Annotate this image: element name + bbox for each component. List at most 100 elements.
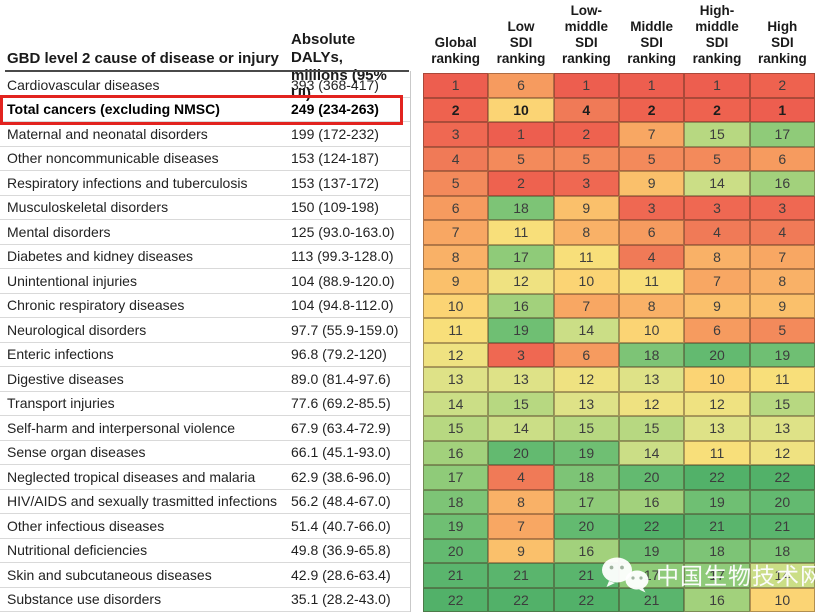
cause-label: Other noncommunicable diseases: [7, 150, 219, 167]
rank-cell: 5: [619, 146, 685, 171]
table-row: Other infectious diseases 51.4 (40.7-66.0…: [0, 514, 410, 539]
rank-cell: 22: [749, 465, 815, 490]
rank-cell: 1: [749, 97, 815, 122]
table-row: Maternal and neonatal disorders 199 (172-…: [0, 122, 410, 147]
rank-cell: 19: [619, 538, 685, 563]
rank-cell: 10: [684, 367, 750, 392]
cause-label: Digestive diseases: [7, 370, 124, 387]
rank-cell: 16: [553, 538, 619, 563]
ranking-header: High- middle SDI ranking: [692, 3, 742, 66]
rank-cell: 12: [553, 367, 619, 392]
dalys-value: 42.9 (28.6-63.4): [291, 566, 391, 583]
rank-cell: 12: [619, 391, 685, 416]
rank-cell: 2: [749, 73, 815, 98]
rank-cell: 16: [749, 171, 815, 196]
rank-cell: 17: [684, 563, 750, 588]
rank-cell: 2: [619, 97, 685, 122]
rank-cell: 11: [749, 367, 815, 392]
rank-cell: 16: [684, 587, 750, 612]
rank-cell: 1: [488, 122, 554, 147]
rank-cell: 15: [488, 391, 554, 416]
rank-cell: 22: [619, 514, 685, 539]
cause-label: Maternal and neonatal disorders: [7, 125, 208, 142]
rank-cell: 14: [684, 171, 750, 196]
rank-cell: 21: [749, 514, 815, 539]
rank-cell: 18: [553, 465, 619, 490]
table-row: Neurological disorders 97.7 (55.9-159.0): [0, 318, 410, 343]
dalys-value: 150 (109-198): [291, 199, 379, 216]
rank-cell: 14: [619, 440, 685, 465]
cause-label: Enteric infections: [7, 346, 114, 363]
rank-cell: 15: [619, 416, 685, 441]
rank-cell: 15: [749, 391, 815, 416]
rank-cell: 8: [488, 489, 554, 514]
table-row: Other noncommunicable diseases 153 (124-1…: [0, 147, 410, 171]
header-divider: [5, 70, 409, 72]
rank-cell: 9: [619, 171, 685, 196]
table-row: Mental disorders 125 (93.0-163.0): [0, 220, 410, 245]
table-row: Neglected tropical diseases and malaria 6…: [0, 465, 410, 490]
table-row: Self-harm and interpersonal violence 67.9…: [0, 416, 410, 441]
rank-cell: 10: [423, 293, 489, 318]
cause-label: Musculoskeletal disorders: [7, 199, 169, 216]
rank-cell: 9: [488, 538, 554, 563]
rank-cell: 11: [423, 318, 489, 343]
rank-cell: 8: [423, 244, 489, 269]
rank-cell: 11: [619, 269, 685, 294]
table-row: HIV/AIDS and sexually trasmitted infecti…: [0, 490, 410, 514]
table-row: Substance use disorders 35.1 (28.2-43.0): [0, 588, 410, 612]
rank-cell: 8: [684, 244, 750, 269]
table-row: Diabetes and kidney diseases 113 (99.3-12…: [0, 245, 410, 269]
rank-cell: 6: [553, 342, 619, 367]
rank-cell: 13: [423, 367, 489, 392]
dalys-value: 89.0 (81.4-97.6): [291, 370, 391, 387]
rank-cell: 13: [488, 367, 554, 392]
rank-cell: 18: [619, 342, 685, 367]
dalys-value: 393 (368-417): [291, 76, 379, 93]
rank-cell: 13: [619, 367, 685, 392]
rank-cell: 3: [749, 195, 815, 220]
rank-cell: 19: [423, 514, 489, 539]
dalys-value: 153 (124-187): [291, 150, 379, 167]
rank-cell: 16: [488, 293, 554, 318]
rank-cell: 21: [488, 563, 554, 588]
rank-cell: 4: [749, 220, 815, 245]
table-row: Musculoskeletal disorders 150 (109-198): [0, 196, 410, 220]
dalys-value: 125 (93.0-163.0): [291, 223, 395, 240]
ranking-header: Middle SDI ranking: [627, 19, 677, 66]
rank-cell: 2: [553, 122, 619, 147]
table-row: Digestive diseases 89.0 (81.4-97.6): [0, 367, 410, 392]
rank-cell: 5: [684, 146, 750, 171]
dalys-value: 153 (137-172): [291, 174, 379, 191]
table-row: Sense organ diseases 66.1 (45.1-93.0): [0, 441, 410, 465]
dalys-value: 67.9 (63.4-72.9): [291, 419, 391, 436]
cause-label: Neurological disorders: [7, 321, 147, 338]
dalys-value: 66.1 (45.1-93.0): [291, 444, 391, 461]
rank-cell: 3: [553, 171, 619, 196]
rank-cell: 13: [749, 416, 815, 441]
dalys-value: 77.6 (69.2-85.5): [291, 395, 391, 412]
rank-cell: 16: [423, 440, 489, 465]
rank-cell: 17: [749, 122, 815, 147]
cause-label: Total cancers (excluding NMSC): [7, 101, 220, 118]
rank-cell: 18: [488, 195, 554, 220]
rank-cell: 19: [684, 489, 750, 514]
rank-cell: 20: [749, 489, 815, 514]
dalys-value: 199 (172-232): [291, 125, 379, 142]
cause-label: Substance use disorders: [7, 591, 162, 608]
rank-cell: 1: [423, 73, 489, 98]
rank-cell: 18: [423, 489, 489, 514]
table-row: Nutritional deficiencies 49.8 (36.9-65.8): [0, 539, 410, 563]
rank-cell: 6: [749, 146, 815, 171]
ranking-header: High SDI ranking: [757, 19, 807, 66]
cause-label: Mental disorders: [7, 223, 111, 240]
dalys-value: 97.7 (55.9-159.0): [291, 321, 399, 338]
rank-cell: 9: [423, 269, 489, 294]
dalys-value: 249 (234-263): [291, 101, 379, 118]
rank-cell: 22: [553, 587, 619, 612]
rank-cell: 4: [684, 220, 750, 245]
rank-cell: 1: [684, 73, 750, 98]
rank-cell: 8: [749, 269, 815, 294]
panel-divider: [410, 71, 411, 612]
rank-cell: 1: [553, 73, 619, 98]
